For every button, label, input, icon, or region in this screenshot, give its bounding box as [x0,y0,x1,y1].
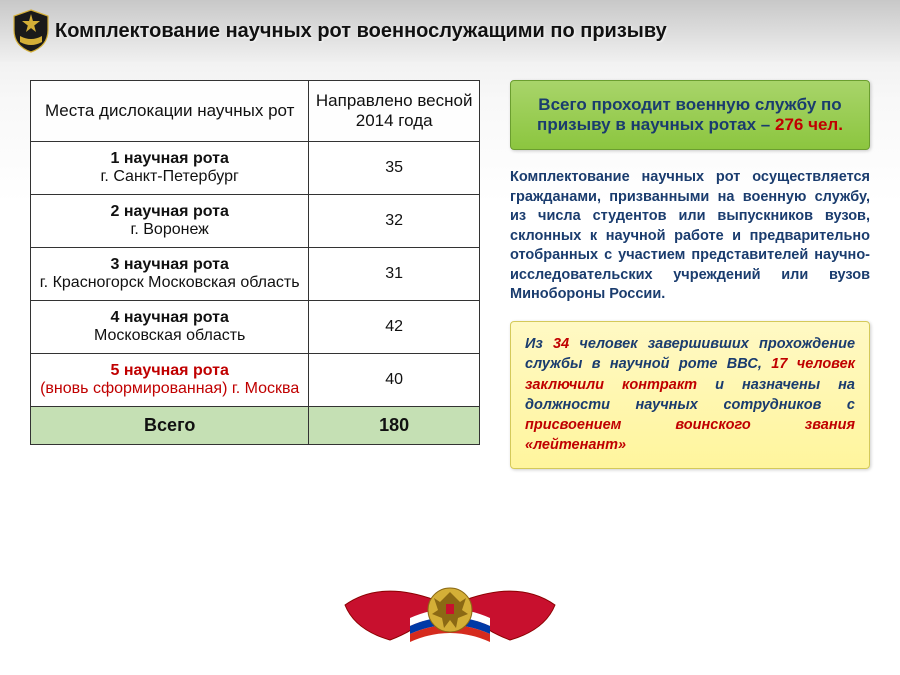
flag-emblem-icon [340,570,560,660]
yb-text: Из [525,336,553,352]
location-cell: 1 научная ротаг. Санкт-Петербург [31,142,309,195]
rota-city: г. Санкт-Петербург [35,168,304,186]
total-row: Всего 180 [31,407,480,445]
total-label: Всего [31,407,309,445]
rota-name: 5 научная рота [35,362,304,380]
total-value: 180 [309,407,480,445]
header-bar: Комплектование научных рот военнослужащи… [0,0,900,62]
location-cell: 2 научная ротаг. Воронеж [31,195,309,248]
yb-num1: 34 [553,336,569,352]
right-column: Всего проходит военную службу по призыву… [510,80,870,469]
summary-count: 276 чел. [775,115,843,134]
count-cell: 31 [309,248,480,301]
count-cell: 32 [309,195,480,248]
table-row: 3 научная ротаг. Красногорск Московская … [31,248,480,301]
rota-city: (вновь сформированная) г. Москва [35,380,304,398]
location-cell: 4 научная ротаМосковская область [31,301,309,354]
dislocation-table: Места дислокации научных рот Направлено … [30,80,480,445]
table-row: 1 научная ротаг. Санкт-Петербург35 [31,142,480,195]
rota-city: г. Красногорск Московская область [35,274,304,292]
location-cell: 3 научная ротаг. Красногорск Московская … [31,248,309,301]
count-cell: 42 [309,301,480,354]
military-emblem-icon [10,8,52,54]
col-header-count: Направлено весной 2014 года [309,81,480,142]
yb-rank: присвоением воинского звания «лейтенант» [525,417,855,453]
table-row: 4 научная ротаМосковская область42 [31,301,480,354]
count-cell: 35 [309,142,480,195]
count-cell: 40 [309,354,480,407]
rota-name: 3 научная рота [35,256,304,274]
summary-green-box: Всего проходит военную службу по призыву… [510,80,870,150]
page-title: Комплектование научных рот военнослужащи… [55,20,667,43]
col-header-location: Места дислокации научных рот [31,81,309,142]
rota-city: Московская область [35,327,304,345]
rota-name: 1 научная рота [35,150,304,168]
description-paragraph: Комплектование научных рот осуществляетс… [510,168,870,305]
stats-yellow-box: Из 34 человек завершивших прохождение сл… [510,321,870,469]
table-row: 2 научная ротаг. Воронеж32 [31,195,480,248]
table-header-row: Места дислокации научных рот Направлено … [31,81,480,142]
rota-name: 2 научная рота [35,203,304,221]
location-cell: 5 научная рота(вновь сформированная) г. … [31,354,309,407]
content-area: Места дислокации научных рот Направлено … [30,80,870,655]
rota-name: 4 научная рота [35,309,304,327]
table-row: 5 научная рота(вновь сформированная) г. … [31,354,480,407]
rota-city: г. Воронеж [35,221,304,239]
dislocation-table-wrap: Места дислокации научных рот Направлено … [30,80,480,445]
